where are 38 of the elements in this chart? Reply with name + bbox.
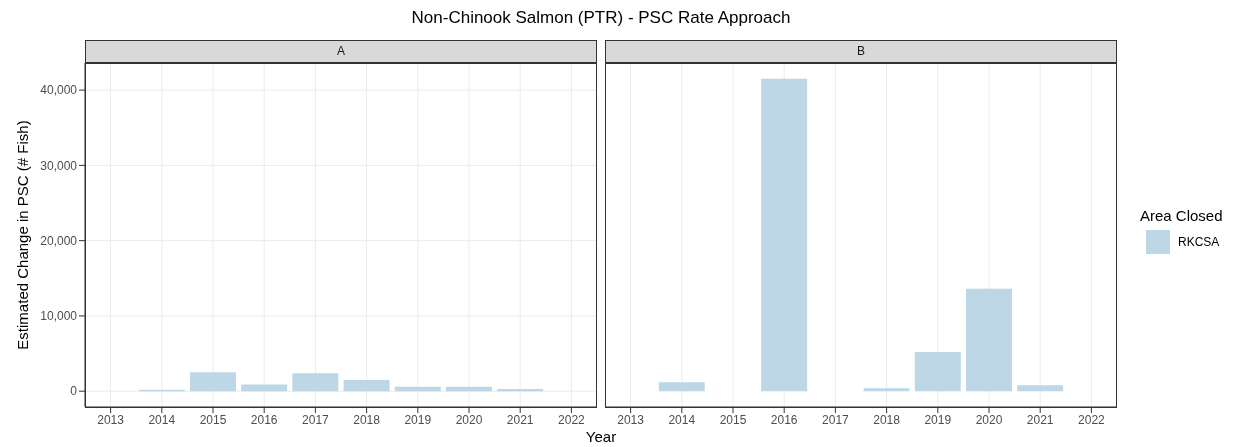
y-tick-label: 40,000: [40, 83, 78, 98]
bar: [863, 388, 910, 392]
legend-label: RKCSA: [1178, 235, 1220, 249]
x-tick-label: 2014: [668, 412, 696, 427]
x-tick-label: 2017: [302, 412, 330, 427]
bar: [658, 382, 705, 392]
x-tick-label: 2021: [506, 412, 534, 427]
x-tick-label: 2022: [558, 412, 586, 427]
bar: [761, 78, 808, 392]
chart-title: Non-Chinook Salmon (PTR) - PSC Rate Approach: [410, 8, 792, 28]
chart-subtitle: B: [605, 40, 1117, 63]
legend-title: Area Closed: [1140, 207, 1223, 224]
y-axis-title: Estimated Change in PSC (# Fish): [13, 120, 31, 350]
bar: [1017, 385, 1064, 392]
chart-subtitle: A: [85, 40, 597, 63]
x-tick-label: 2013: [97, 412, 125, 427]
y-tick-label: 20,000: [40, 233, 78, 248]
x-tick-label: 2015: [199, 412, 227, 427]
x-tick-label: 2020: [975, 412, 1003, 427]
x-tick-label: 2016: [770, 412, 798, 427]
bar: [965, 288, 1012, 392]
x-tick-label: 2013: [617, 412, 645, 427]
x-tick-label: 2020: [455, 412, 483, 427]
bar: [914, 352, 961, 392]
x-tick-label: 2015: [719, 412, 747, 427]
y-tick-label: 0: [70, 384, 78, 399]
x-tick-label: 2014: [148, 412, 176, 427]
y-tick-label: 30,000: [40, 158, 78, 173]
x-axis-title: Year: [584, 428, 618, 445]
x-tick-label: 2018: [873, 412, 901, 427]
x-tick-label: 2021: [1026, 412, 1054, 427]
x-tick-label: 2018: [353, 412, 381, 427]
x-tick-label: 2016: [250, 412, 278, 427]
y-tick-label: 10,000: [40, 309, 78, 324]
x-tick-label: 2019: [924, 412, 952, 427]
x-tick-label: 2017: [822, 412, 850, 427]
x-tick-label: 2022: [1078, 412, 1106, 427]
x-tick-label: 2019: [404, 412, 432, 427]
